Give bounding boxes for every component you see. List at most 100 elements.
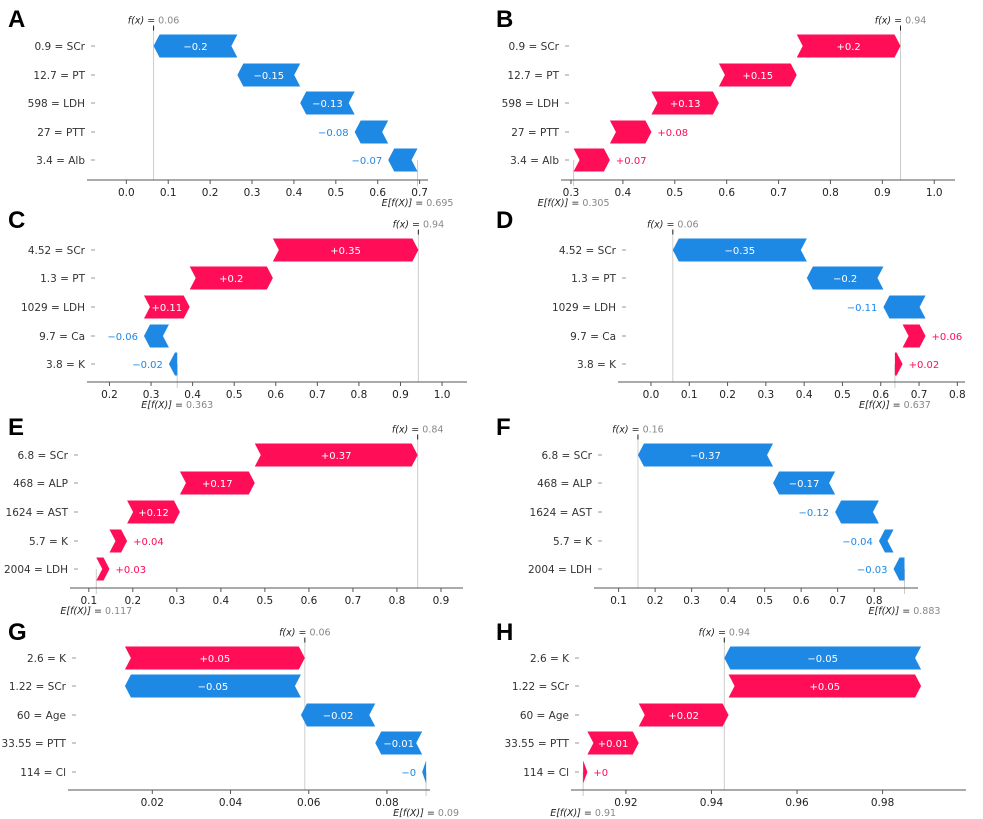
x-tick-label: 0.98 [871,797,894,809]
value: 0.06 [677,220,698,231]
waterfall-bar [354,120,389,144]
shap-value-label: −0.01 [383,739,414,750]
waterfall-bar [651,91,719,115]
value: 0.883 [913,606,940,617]
waterfall-bar [773,471,836,495]
shap-value-label: +0.02 [909,360,940,371]
feature-label: 3.8 = K [46,359,86,371]
feature-label: 3.8 = K [577,359,617,371]
waterfall-bar [96,557,110,581]
x-tick-label: 0.5 [257,595,274,607]
x-tick-label: 0.7 [411,187,428,199]
waterfall-bar [127,500,180,524]
x-tick-label: 0.5 [666,187,683,199]
shap-value-label: +0 [593,768,608,779]
feature-label: 2.6 = K [530,653,570,665]
shap-value-label: −0.05 [807,654,838,665]
feature-label: 598 = LDH [502,98,559,110]
shap-value-label: +0.08 [657,128,688,139]
efx-label: E[f(X)] = 0.117 [60,606,132,617]
shap-value-label: −0.13 [312,99,343,110]
x-tick-label: 0.6 [301,595,318,607]
shap-value-label: +0.01 [598,739,629,750]
x-tick-label: 0.5 [834,389,851,401]
x-tick-label: 0.3 [143,389,160,401]
waterfall-bar [153,34,238,58]
x-tick-label: 0.3 [563,187,580,199]
x-tick-label: 0.1 [681,389,698,401]
feature-label: 1.3 = PT [40,273,86,285]
panel-letter: A [8,6,26,33]
x-tick-label: 0.3 [244,187,261,199]
feature-label: 3.4 = Alb [510,155,559,167]
value: 0.06 [158,16,179,27]
efx-label: E[f(X)] = 0.883 [869,606,941,617]
value: 0.94 [729,628,750,639]
waterfall-bar [388,148,418,172]
feature-label: 12.7 = PT [507,70,559,82]
value: 0.16 [643,425,664,436]
waterfall-bar [573,148,610,172]
feature-label: 1.22 = SCr [9,681,67,693]
waterfall-bar [189,266,273,290]
x-tick-label: 0.7 [911,389,928,401]
value: 0.305 [582,198,609,209]
x-tick-label: 0.6 [793,595,810,607]
feature-label: 2.6 = K [27,653,67,665]
panel-letter: B [496,6,514,33]
panel-letter: H [496,619,514,646]
shap-value-label: +0.02 [668,711,699,722]
shap-value-label: +0.15 [742,71,773,82]
x-tick-label: 0.6 [718,187,735,199]
waterfall-chart: f(x) = 0.84 6.8 = SCr +0.37 468 = ALP +0.17 1… [4,425,463,617]
shap-value-label: +0.35 [330,246,361,257]
feature-label: 6.8 = SCr [18,450,69,462]
x-tick-label: 0.5 [327,187,344,199]
shap-value-label: +0.2 [219,274,243,285]
waterfall-bar [883,295,926,319]
value: 0.695 [426,198,453,209]
shap-value-label: −0.03 [857,565,888,576]
x-tick-label: 1.0 [926,187,943,199]
shap-value-label: +0.13 [670,99,701,110]
fx-label: f(x) = 0.94 [699,628,751,639]
shap-value-label: −0.07 [352,156,383,167]
waterfall-bar [587,731,639,755]
x-tick-label: 0.9 [874,187,891,199]
feature-label: 5.7 = K [29,536,69,548]
waterfall-bar [583,760,588,784]
shap-value-label: +0.17 [202,479,233,490]
x-tick-label: 0.92 [614,797,637,809]
fx-label: f(x) = 0.84 [392,425,444,436]
x-tick-label: 0.04 [219,797,243,809]
feature-label: 60 = Age [520,710,569,722]
value: 0.84 [422,425,443,436]
shap-value-label: −0.08 [318,128,349,139]
x-tick-label: 0.2 [101,389,118,401]
value: 0.91 [595,808,616,819]
x-tick-label: 0.3 [683,595,700,607]
x-tick-label: 0.6 [369,187,386,199]
waterfall-bar [893,557,905,581]
efx-label: E[f(X)] = 0.695 [382,198,454,209]
x-tick-label: 0.4 [720,595,737,607]
fx-label: f(x) = 0.94 [875,16,927,27]
shap-value-label: +0.37 [321,451,352,462]
x-tick-label: 0.0 [643,389,660,401]
feature-label: 468 = ALP [537,478,592,490]
waterfall-bar [254,443,418,467]
panel-h: H f(x) = 0.94 2.6 = K −0.05 1.22 = SCr +0.05… [490,615,983,819]
efx-label: E[f(X)] = 0.363 [141,400,213,411]
feature-label: 114 = Cl [20,767,66,779]
shap-value-label: −0.37 [690,451,721,462]
feature-label: 33.55 = PTT [1,738,66,750]
waterfall-bar [179,471,255,495]
feature-label: 27 = PTT [511,127,559,139]
feature-label: 1624 = AST [6,507,69,519]
efx-label: E[f(X)] = 0.91 [550,808,616,819]
feature-label: 598 = LDH [28,98,85,110]
feature-label: 9.7 = Ca [570,331,616,343]
x-tick-label: 0.5 [226,389,243,401]
panel-letter: C [8,207,26,234]
waterfall-bar [796,34,901,58]
